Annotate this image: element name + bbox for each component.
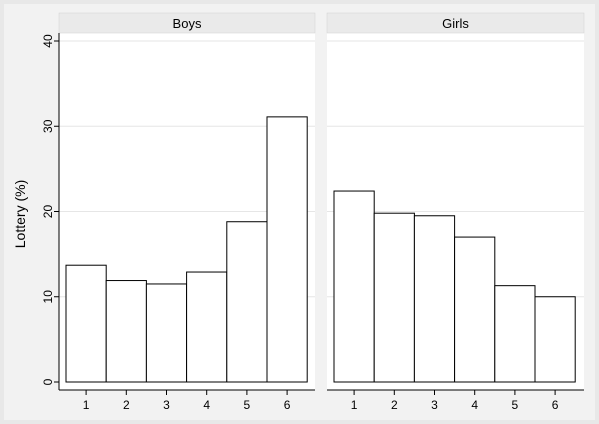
y-tick-label: 40 [41,34,55,48]
y-tick-label: 10 [41,290,55,304]
x-tick-label: 1 [83,398,90,412]
x-tick-label: 3 [163,398,170,412]
panel-title: Girls [442,16,469,31]
bar [266,116,308,383]
x-tick-label: 2 [391,398,398,412]
y-tick-label: 20 [41,205,55,219]
bar [226,221,268,383]
bar [145,283,188,383]
bar [65,264,107,383]
bar [413,215,456,383]
y-tick-label: 0 [41,378,55,385]
bar [105,280,147,383]
x-tick-label: 4 [471,398,478,412]
bar [494,285,536,383]
y-axis-title: Lottery (%) [12,180,28,248]
x-tick-label: 6 [552,398,559,412]
panel-strip [58,12,316,34]
panels: Boys 1 2 3 4 5 6 0 10 20 30 40 Girls 1 2 3 4 5 6 [41,12,585,412]
x-tick-label: 2 [123,398,130,412]
x-tick-label: 1 [351,398,358,412]
y-tick-label: 30 [41,119,55,133]
bar [373,212,415,383]
bar [333,190,375,383]
panel-title: Boys [173,16,202,31]
x-tick-label: 5 [244,398,251,412]
x-tick-label: 3 [431,398,438,412]
x-tick-label: 6 [284,398,291,412]
x-tick-label: 4 [203,398,210,412]
x-tick-label: 5 [512,398,519,412]
bar [186,271,228,383]
bar [534,296,576,383]
bar [454,236,496,383]
panel-strip [326,12,585,34]
panel-girls: Girls 1 2 3 4 5 6 [326,12,585,412]
panel-boys: Boys 1 2 3 4 5 6 0 10 20 30 40 [41,12,316,412]
